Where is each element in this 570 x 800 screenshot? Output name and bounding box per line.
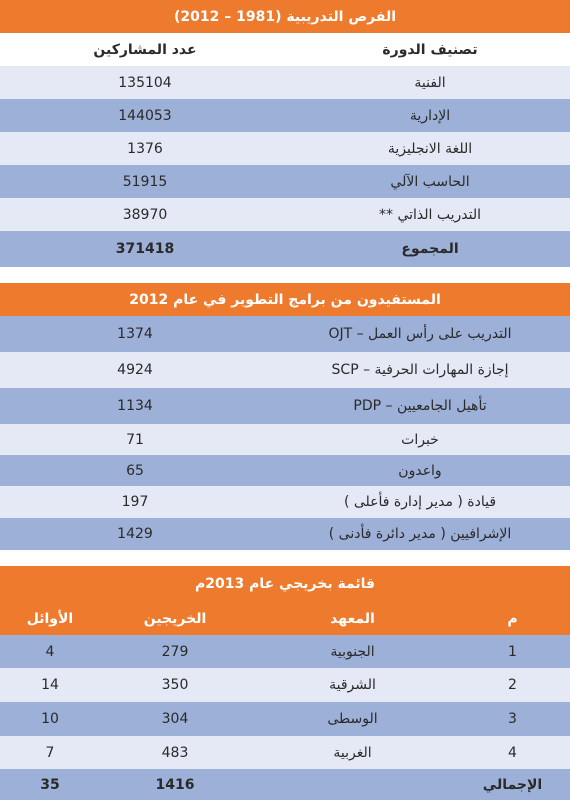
table3-row: 1 الجنوبية 279 4 bbox=[0, 635, 570, 668]
table2-row: التدريب على رأس العمل – OJT 1374 bbox=[0, 316, 570, 352]
table1-total-row: المجموع 371418 bbox=[0, 231, 570, 267]
table3-row-graduates: 279 bbox=[161, 643, 189, 660]
table3-row: 4 الغربية 483 7 bbox=[0, 736, 570, 769]
table3-title: قائمة بخريجي عام 2013م bbox=[0, 566, 570, 602]
table3-row-num: 3 bbox=[508, 711, 517, 727]
table3-total-row: الإجمالي 1416 35 bbox=[0, 769, 570, 800]
table3-row-institute: الغربية bbox=[333, 744, 372, 761]
table2-title: المستفيدون من برامج التطوير في عام 2012 bbox=[0, 283, 570, 316]
table1-row: الإدارية 144053 bbox=[0, 99, 570, 132]
table3-row-num: 1 bbox=[508, 643, 517, 660]
table3-header-institute: المعهد bbox=[330, 610, 375, 627]
table3-row-num: 4 bbox=[508, 744, 517, 761]
table2-row-value: 4924 bbox=[117, 362, 153, 378]
table2-row-value: 1134 bbox=[117, 398, 153, 414]
table1-header-category: تصنيف الدورة bbox=[382, 41, 478, 58]
table2-row-value: 71 bbox=[126, 431, 144, 448]
table1-title: الفرص التدريبية (1981 – 2012) bbox=[0, 0, 570, 33]
table1-row-value: 135104 bbox=[118, 74, 172, 91]
table1-row-value: 51915 bbox=[122, 173, 168, 190]
table1-row-value: 1376 bbox=[127, 140, 163, 157]
table1-row: الفنية 135104 bbox=[0, 66, 570, 99]
table3-row-top: 10 bbox=[41, 711, 59, 727]
table2-row: خبرات 71 bbox=[0, 424, 570, 455]
table2-row-value: 65 bbox=[126, 462, 144, 479]
table3-row: 2 الشرقية 350 14 bbox=[0, 668, 570, 702]
table3-row-graduates: 350 bbox=[161, 677, 189, 693]
table2-row-value: 1374 bbox=[117, 326, 153, 342]
table3-header-row: م المعهد الخريجين الأوائل bbox=[0, 602, 570, 635]
table2-row: تأهيل الجامعيين – PDP 1134 bbox=[0, 388, 570, 424]
table3-row-top: 14 bbox=[41, 677, 59, 693]
table2-row-label: تأهيل الجامعيين – PDP bbox=[353, 398, 487, 414]
table2-row-value: 197 bbox=[121, 494, 149, 510]
table1-header-row: تصنيف الدورة عدد المشاركين bbox=[0, 33, 570, 66]
table3-total-graduates: 1416 bbox=[155, 776, 195, 793]
table3-row-institute: الوسطى bbox=[327, 711, 378, 727]
table1-row-category: الإدارية bbox=[409, 107, 451, 124]
table2-row: واعدون 65 bbox=[0, 455, 570, 486]
table1-row-category: التدريب الذاتي ** bbox=[379, 206, 481, 223]
table2-row-label: الإشرافيين ( مدير دائرة فأدنى ) bbox=[328, 526, 512, 542]
table1-header-participants: عدد المشاركين bbox=[93, 41, 197, 58]
table3-total-top: 35 bbox=[40, 776, 60, 793]
table3-row-institute: الجنوبية bbox=[330, 643, 375, 660]
table1-row-category: الحاسب الآلي bbox=[390, 173, 470, 190]
table2-row-label: واعدون bbox=[398, 462, 442, 479]
table3-row-num: 2 bbox=[508, 677, 517, 693]
table1-row: الحاسب الآلي 51915 bbox=[0, 165, 570, 198]
table3-row-graduates: 304 bbox=[161, 711, 189, 727]
table1-row: اللغة الانجليزية 1376 bbox=[0, 132, 570, 165]
table2-row: قيادة ( مدير إدارة فأعلى ) 197 bbox=[0, 486, 570, 518]
table3-row-top: 7 bbox=[45, 744, 55, 761]
table1-row-category: الفنية bbox=[414, 74, 446, 91]
table3-total-label: الإجمالي bbox=[482, 776, 543, 793]
table2-row: إجازة المهارات الحرفية – SCP 4924 bbox=[0, 352, 570, 388]
table3-header-top: الأوائل bbox=[26, 610, 74, 627]
table2-row: الإشرافيين ( مدير دائرة فأدنى ) 1429 bbox=[0, 518, 570, 550]
table1-row-value: 38970 bbox=[122, 206, 168, 223]
table2-row-label: التدريب على رأس العمل – OJT bbox=[328, 326, 512, 342]
table2-row-value: 1429 bbox=[117, 526, 153, 542]
table1-total-label: المجموع bbox=[401, 241, 459, 257]
table3-row-institute: الشرقية bbox=[329, 677, 376, 693]
table3-row: 3 الوسطى 304 10 bbox=[0, 702, 570, 736]
table3-header-num: م bbox=[507, 610, 518, 627]
table1-row: التدريب الذاتي ** 38970 bbox=[0, 198, 570, 231]
table1-total-value: 371418 bbox=[115, 241, 175, 257]
table1-row-value: 144053 bbox=[118, 107, 172, 124]
table2-row-label: إجازة المهارات الحرفية – SCP bbox=[331, 362, 509, 378]
table2-row-label: خبرات bbox=[401, 431, 439, 448]
table1-row-category: اللغة الانجليزية bbox=[387, 140, 473, 157]
table2-row-label: قيادة ( مدير إدارة فأعلى ) bbox=[343, 494, 497, 510]
table3-row-graduates: 483 bbox=[161, 744, 189, 761]
table3-header-graduates: الخريجين bbox=[143, 610, 207, 627]
table3-row-top: 4 bbox=[45, 643, 55, 660]
